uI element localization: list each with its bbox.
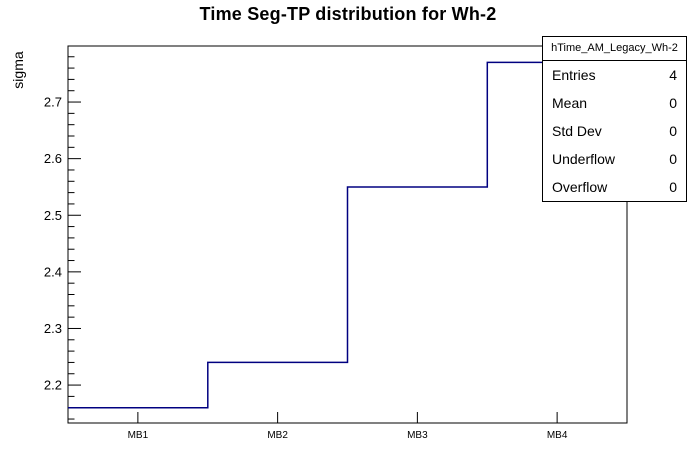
stats-box: hTime_AM_Legacy_Wh-2 Entries 4 Mean 0 Std De… [542, 36, 687, 202]
stats-row: Overflow 0 [543, 173, 686, 201]
y-tick-label: 2.4 [44, 264, 62, 279]
stats-box-title: hTime_AM_Legacy_Wh-2 [543, 37, 686, 61]
stats-row: Entries 4 [543, 61, 686, 89]
y-tick-label: 2.2 [44, 378, 62, 393]
histogram-line [68, 61, 627, 409]
stats-row-value: 4 [669, 67, 677, 83]
stats-row: Mean 0 [543, 89, 686, 117]
stats-row-value: 0 [669, 179, 677, 195]
stats-row-label: Std Dev [552, 123, 602, 139]
y-tick-label: 2.5 [44, 208, 62, 223]
chart-title: Time Seg-TP distribution for Wh-2 [199, 4, 497, 24]
stats-row-value: 0 [669, 123, 677, 139]
x-tick-label: MB4 [547, 430, 568, 441]
stats-box-rows: Entries 4 Mean 0 Std Dev 0 Underflow 0 Overflow 0 [543, 61, 686, 201]
stats-row-value: 0 [669, 95, 677, 111]
stats-row-label: Underflow [552, 151, 616, 167]
stats-row-label: Entries [552, 67, 596, 83]
y-tick-label: 2.7 [44, 95, 62, 110]
y-tick-label: 2.6 [44, 151, 62, 166]
y-tick-label: 2.3 [44, 321, 62, 336]
plot-frame [67, 45, 628, 424]
stats-row: Underflow 0 [543, 145, 686, 173]
stats-row-label: Overflow [552, 179, 608, 195]
x-tick-label: MB1 [128, 430, 149, 441]
stats-row-value: 0 [669, 151, 677, 167]
stats-row: Std Dev 0 [543, 117, 686, 145]
x-tick-label: MB2 [267, 430, 288, 441]
stats-row-label: Mean [552, 95, 588, 111]
x-tick-label: MB3 [407, 430, 428, 441]
